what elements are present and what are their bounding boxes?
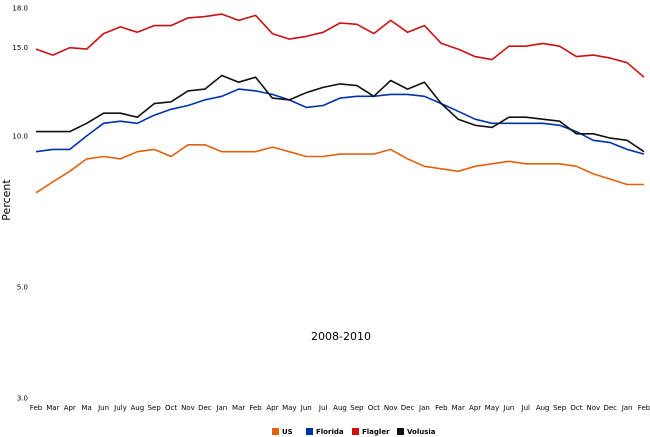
- x-axis-ticks: Feb Mar Apr Ma Jun July Aug Sep Oct Nov Dec Jan Mar F…: [30, 404, 650, 412]
- y-tick-label: 15.0: [12, 44, 28, 52]
- legend-label-flagler: Flagler: [362, 428, 390, 436]
- legend-swatch-us: [272, 428, 279, 435]
- x-tick-label: Jan: [215, 404, 227, 412]
- y-axis-title: Percent: [0, 179, 13, 221]
- x-axis-title: 2008-2010: [311, 330, 371, 343]
- x-tick-label: Oct: [165, 404, 177, 412]
- series-lines: [35, 13, 645, 194]
- y-tick-label: 18.0: [12, 5, 28, 13]
- x-tick-label: Sep: [148, 404, 162, 412]
- x-tick-label: Feb: [30, 404, 43, 412]
- x-tick-label: May: [282, 404, 296, 412]
- x-tick-label: Apr: [64, 404, 76, 412]
- x-tick-label: Apr: [266, 404, 278, 412]
- legend-label-us: US: [282, 428, 293, 436]
- x-tick-label: Feb: [638, 404, 650, 412]
- y-axis-ticks: 3.0 5.0 10.0 15.0 18.0: [12, 5, 28, 403]
- x-tick-label: Nov: [384, 404, 398, 412]
- x-tick-label: Jan: [621, 404, 633, 412]
- x-tick-label: Mar: [232, 404, 245, 412]
- y-tick-label: 10.0: [12, 132, 28, 140]
- x-tick-label: Jun: [502, 404, 514, 412]
- x-tick-label: Nov: [586, 404, 600, 412]
- legend-swatch-flagler: [352, 428, 359, 435]
- x-tick-label: Feb: [435, 404, 448, 412]
- x-tick-label: Sep: [350, 404, 364, 412]
- x-tick-label: Dec: [603, 404, 617, 412]
- series-line-florida: [35, 88, 645, 155]
- x-tick-label: Oct: [368, 404, 380, 412]
- series-line-us: [35, 144, 644, 194]
- x-tick-label: Ma: [81, 404, 91, 412]
- x-tick-label: Dec: [198, 404, 212, 412]
- y-tick-label: 3.0: [17, 395, 28, 403]
- legend-label-volusia: Volusia: [407, 428, 436, 436]
- legend-swatch-volusia: [397, 428, 404, 435]
- x-tick-label: Mar: [46, 404, 59, 412]
- x-tick-label: Feb: [249, 404, 262, 412]
- series-line-flagler: [35, 13, 645, 78]
- legend-label-florida: Florida: [316, 428, 344, 436]
- x-tick-label: Sep: [553, 404, 567, 412]
- legend: US Florida Flagler Volusia: [272, 428, 436, 436]
- x-tick-label: Aug: [130, 404, 144, 412]
- x-tick-label: Dec: [401, 404, 415, 412]
- x-tick-label: Mar: [452, 404, 465, 412]
- x-tick-label: July: [113, 404, 127, 412]
- x-tick-label: Jun: [97, 404, 109, 412]
- y-tick-label: 5.0: [17, 283, 28, 291]
- x-tick-label: Oct: [570, 404, 582, 412]
- x-tick-label: Jun: [300, 404, 312, 412]
- series-line-volusia: [36, 74, 645, 153]
- x-tick-label: Aug: [333, 404, 347, 412]
- x-tick-label: Aug: [536, 404, 550, 412]
- x-tick-label: Jan: [418, 404, 430, 412]
- x-tick-label: Nov: [181, 404, 195, 412]
- x-tick-label: Jul: [521, 404, 531, 412]
- x-tick-label: Jul: [318, 404, 328, 412]
- x-tick-label: Apr: [469, 404, 481, 412]
- legend-swatch-florida: [306, 428, 313, 435]
- x-tick-label: May: [485, 404, 499, 412]
